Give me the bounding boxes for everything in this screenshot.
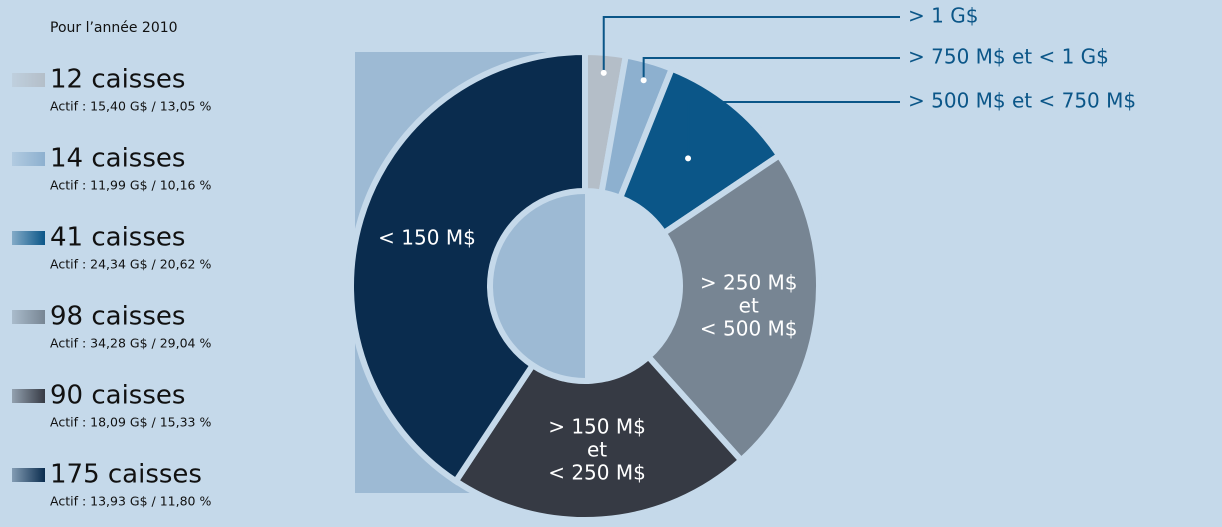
- legend-swatch: [12, 231, 45, 245]
- callout-line: [602, 16, 900, 73]
- slice: [644, 151, 822, 465]
- callout-dot: [640, 77, 647, 84]
- slice-label: > 500 M$ et < 750 M$: [908, 89, 1136, 113]
- legend-swatch: [12, 389, 45, 403]
- slice: [451, 352, 746, 523]
- legend-detail: Actif : 34,28 G$ / 29,04 %: [50, 336, 211, 351]
- slice-label: > 750 M$ et < 1 G$: [908, 45, 1109, 69]
- slice-label: > 250 M$ et < 500 M$: [700, 270, 798, 340]
- legend-label: 41 caisses: [50, 223, 185, 253]
- callout-dot: [685, 155, 692, 162]
- legend-detail: Actif : 11,99 G$ / 10,16 %: [50, 178, 211, 193]
- slice: [348, 48, 588, 486]
- callout-line: [687, 101, 900, 159]
- legend-detail: Actif : 13,93 G$ / 11,80 %: [50, 494, 211, 509]
- legend-swatch: [12, 152, 45, 166]
- callout-line: [642, 57, 900, 81]
- slice-label: > 150 M$ et < 250 M$: [548, 414, 646, 484]
- legend-swatch: [12, 310, 45, 324]
- legend-label: 175 caisses: [50, 460, 202, 490]
- legend-label: 14 caisses: [50, 144, 185, 174]
- legend-label: 98 caisses: [50, 302, 185, 332]
- slice-label: < 150 M$: [378, 225, 476, 249]
- callout-dot: [600, 69, 607, 76]
- legend-detail: Actif : 15,40 G$ / 13,05 %: [50, 99, 211, 114]
- legend-detail: Actif : 24,34 G$ / 20,62 %: [50, 257, 211, 272]
- legend-label: 90 caisses: [50, 381, 185, 411]
- legend-label: 12 caisses: [50, 65, 185, 95]
- legend-swatch: [12, 73, 45, 87]
- slice-label: > 1 G$: [908, 4, 978, 28]
- legend-swatch: [12, 468, 45, 482]
- legend-detail: Actif : 18,09 G$ / 15,33 %: [50, 415, 211, 430]
- chart-title: Pour l’année 2010: [50, 20, 178, 36]
